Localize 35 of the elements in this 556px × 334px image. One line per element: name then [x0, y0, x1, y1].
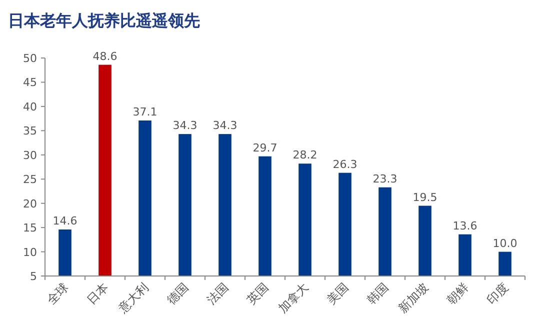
data-label: 14.6: [52, 214, 78, 228]
y-tick-label: 25: [23, 173, 37, 186]
data-label: 34.3: [212, 119, 238, 132]
x-tick-label: 朝鲜: [444, 280, 472, 308]
x-tick-label: 德国: [164, 280, 192, 308]
y-tick-label: 35: [23, 124, 37, 138]
y-tick-label: 30: [23, 148, 37, 162]
chart-title: 日本老年人抚养比遥遥领先: [8, 11, 200, 30]
x-tick-label: 日本: [84, 280, 112, 308]
data-label: 34.3: [172, 119, 198, 132]
y-tick-label: 50: [23, 52, 37, 65]
data-label: 23.3: [372, 172, 398, 186]
data-label: 26.3: [332, 158, 358, 171]
data-label: 48.6: [92, 50, 118, 63]
data-label: 13.6: [452, 219, 478, 232]
x-tick-label: 印度: [484, 280, 512, 308]
data-label: 29.7: [252, 141, 278, 154]
x-tick-label: 法国: [204, 280, 232, 308]
y-tick-label: 5: [30, 270, 37, 283]
data-label: 37.1: [132, 105, 158, 118]
y-tick-label: 45: [23, 76, 37, 90]
y-tick-label: 15: [23, 222, 37, 235]
x-tick-label: 美国: [324, 280, 352, 308]
y-tick-label: 40: [23, 100, 37, 114]
x-tick-label: 加拿大: [276, 280, 312, 316]
x-tick-label: 意大利: [115, 280, 152, 316]
data-label: 10.0: [492, 236, 518, 250]
data-label: 19.5: [412, 190, 438, 204]
x-tick-label: 全球: [44, 280, 72, 308]
x-tick-label: 英国: [244, 280, 272, 308]
data-label: 28.2: [292, 148, 318, 162]
x-tick-label: 韩国: [364, 280, 392, 308]
y-tick-label: 10: [23, 246, 37, 259]
x-tick-label: 新加坡: [396, 280, 432, 316]
y-tick-label: 20: [23, 197, 37, 210]
